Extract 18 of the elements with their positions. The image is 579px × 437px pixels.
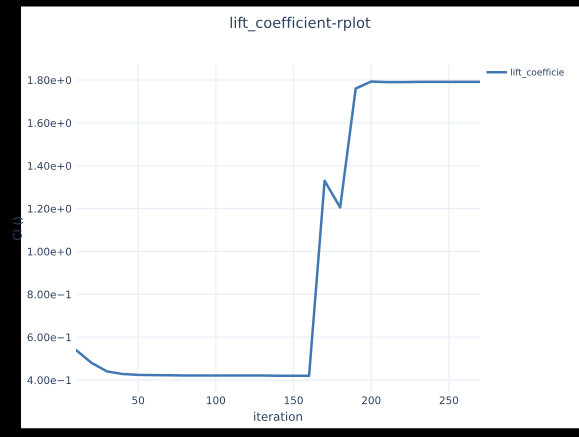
x-tick-label: 250	[440, 396, 458, 404]
y-tick-label: 1.20e+0	[28, 204, 72, 213]
y-tick-label: 4.00e−1	[27, 376, 71, 384]
legend-label: lift_coefficie	[511, 68, 564, 78]
x-tick-label: 200	[362, 396, 380, 404]
y-tick-label: 6.00e−1	[28, 333, 71, 342]
line-series	[76, 80, 480, 377]
x-tick-label: 100	[207, 396, 226, 404]
y-tick-label: 1.00e+0	[28, 248, 72, 256]
x-tick-label: 150	[284, 396, 303, 404]
y-tick-label: 1.80e+0	[28, 76, 72, 84]
y-axis-title: Cl ()	[12, 217, 24, 240]
y-tick-label: 8.00e−1	[28, 290, 71, 298]
x-tick-label: 50	[132, 396, 144, 404]
y-tick-label: 1.60e+0	[28, 119, 72, 127]
chart-title: lift_coefficient-rplot	[230, 16, 370, 32]
y-tick-label: 1.40e+0	[28, 162, 72, 170]
x-axis-title: iteration	[254, 412, 302, 421]
